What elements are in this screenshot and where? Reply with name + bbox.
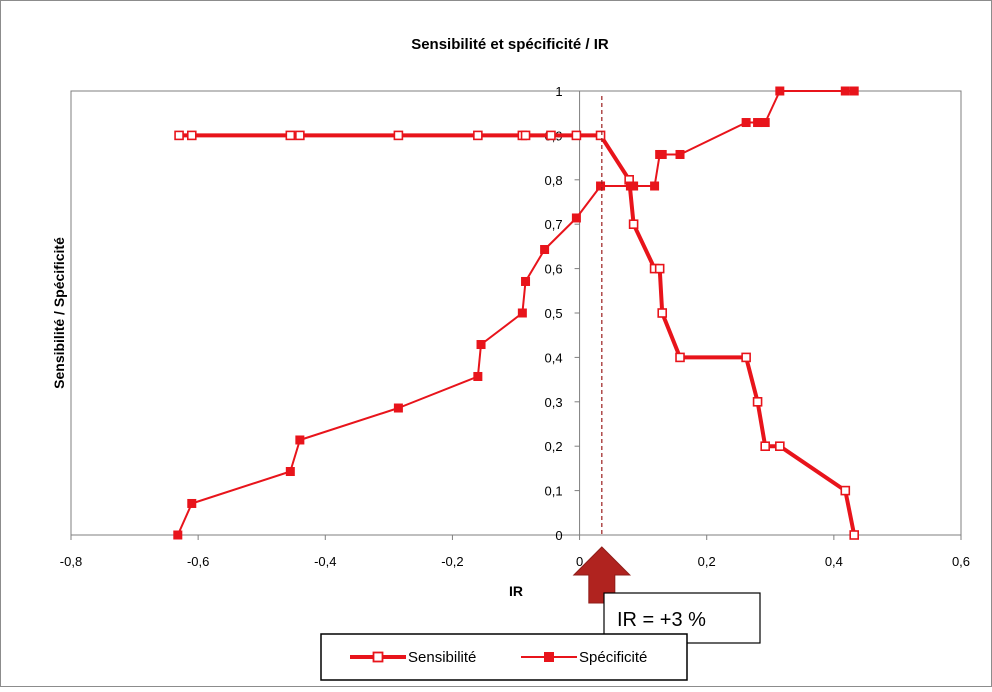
data-point-sensibilite [520, 130, 531, 141]
data-point-sensibilite [285, 130, 296, 141]
y-tick-label: 0,7 [544, 217, 562, 232]
data-point-sensibilite [393, 130, 404, 141]
x-tick-label: 0,2 [698, 554, 716, 569]
data-point-sensibilite [760, 441, 771, 452]
data-point-specificite [476, 340, 486, 350]
data-point-sensibilite [571, 130, 582, 141]
data-point-specificite [473, 371, 483, 381]
legend-box [320, 633, 688, 681]
data-point-specificite [173, 530, 183, 540]
y-tick-label: 0,6 [544, 262, 562, 277]
y-tick-label: 0,5 [544, 306, 562, 321]
data-point-sensibilite [186, 130, 197, 141]
plot-area [70, 90, 962, 536]
data-point-specificite [760, 118, 770, 128]
data-point-sensibilite [473, 130, 483, 141]
legend-marker-sensibilite [372, 651, 384, 663]
data-point-sensibilite [595, 130, 606, 141]
data-point-sensibilite [174, 130, 184, 141]
data-point-specificite [571, 213, 581, 223]
data-point-specificite [295, 435, 305, 445]
data-point-specificite [741, 118, 751, 128]
data-point-sensibilite [849, 530, 860, 540]
threshold-callout-label: IR = +3 % [617, 609, 706, 631]
series-layer [173, 86, 860, 540]
data-point-specificite [393, 403, 403, 413]
y-tick-label: 0 [555, 528, 562, 543]
data-point-specificite [775, 86, 785, 96]
data-point-specificite [629, 181, 639, 191]
legend-marker-specificite [544, 652, 554, 662]
data-point-specificite [285, 467, 295, 477]
data-point-specificite [187, 498, 197, 508]
data-point-specificite [840, 86, 850, 96]
y-tick-label: 0,2 [544, 439, 562, 454]
data-point-specificite [521, 276, 531, 286]
y-tick-label: 0,8 [544, 173, 562, 188]
data-point-sensibilite [675, 352, 685, 363]
y-tick-label: 1 [555, 84, 562, 99]
x-axis-label: IR [509, 583, 523, 599]
y-tick-label: 0,1 [544, 484, 562, 499]
x-tick-label: 0,4 [825, 554, 843, 569]
y-axis-label: Sensibilité / Spécificité [51, 237, 67, 389]
data-point-sensibilite [546, 130, 556, 141]
legend-label-specificite: Spécificité [579, 649, 647, 666]
data-point-specificite [540, 245, 550, 255]
x-tick-label: -0,4 [314, 554, 336, 569]
data-point-sensibilite [840, 485, 851, 496]
data-point-sensibilite [295, 130, 305, 141]
legend-label-sensibilite: Sensibilité [408, 649, 476, 666]
threshold-arrow [572, 546, 632, 604]
data-point-sensibilite [657, 308, 668, 318]
data-point-specificite [675, 149, 685, 159]
data-point-specificite [517, 308, 527, 318]
data-point-sensibilite [741, 352, 751, 363]
legend: Sensibilité Spécificité [320, 633, 688, 681]
data-point-specificite [753, 118, 763, 128]
x-tick-label: 0,6 [952, 554, 970, 569]
x-tick-label: -0,8 [60, 554, 82, 569]
data-point-sensibilite [752, 396, 763, 407]
chart-title: Sensibilité et spécificité / IR [411, 36, 609, 53]
x-tick-label: 0 [576, 554, 583, 569]
data-point-specificite [650, 181, 660, 191]
data-point-specificite [657, 149, 667, 159]
data-point-sensibilite [775, 441, 785, 452]
data-point-specificite [596, 181, 606, 191]
annotation-layer: IR = +3 % [572, 96, 761, 644]
y-tick-label: 0,4 [544, 350, 562, 365]
data-point-specificite [849, 86, 859, 96]
x-tick-label: -0,6 [187, 554, 209, 569]
x-tick-label: -0,2 [441, 554, 463, 569]
data-point-sensibilite [628, 219, 639, 229]
data-point-sensibilite [654, 263, 665, 274]
y-tick-label: 0,3 [544, 395, 562, 410]
